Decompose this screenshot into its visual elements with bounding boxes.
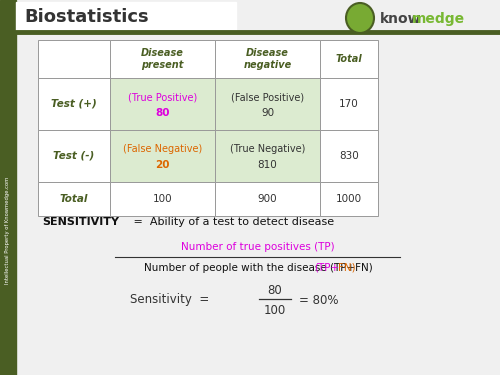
Text: Test (+): Test (+): [51, 99, 97, 109]
Text: =  Ability of a test to detect disease: = Ability of a test to detect disease: [130, 217, 334, 227]
Text: Biostatistics: Biostatistics: [24, 8, 148, 26]
Bar: [110, 78, 215, 130]
Bar: [215, 40, 320, 78]
Bar: [320, 130, 378, 182]
Bar: [110, 130, 215, 182]
Text: Total: Total: [336, 54, 362, 64]
Text: 830: 830: [339, 151, 359, 161]
Text: Disease
negative: Disease negative: [244, 48, 292, 70]
Text: (True Positive): (True Positive): [128, 92, 197, 102]
Text: Number of true positives (TP): Number of true positives (TP): [181, 242, 335, 252]
Text: = 80%: = 80%: [299, 294, 339, 306]
Text: know: know: [380, 12, 422, 26]
Bar: [215, 182, 320, 216]
Text: 900: 900: [258, 194, 278, 204]
Text: (False Positive): (False Positive): [231, 92, 304, 102]
Ellipse shape: [346, 3, 374, 33]
Bar: [320, 78, 378, 130]
Bar: [38, 78, 110, 130]
Bar: [38, 40, 110, 78]
Bar: [38, 130, 110, 182]
Bar: [215, 130, 320, 182]
Text: Total: Total: [60, 194, 88, 204]
Text: (True Negative): (True Negative): [230, 144, 305, 154]
Bar: [110, 40, 215, 78]
Text: Sensitivity  =: Sensitivity =: [130, 294, 213, 306]
Text: 1000: 1000: [336, 194, 362, 204]
Bar: [38, 182, 110, 216]
Text: 100: 100: [264, 303, 286, 316]
Bar: [320, 182, 378, 216]
Text: Test (-): Test (-): [54, 151, 94, 161]
Text: Number of people with the disease (TP+FN): Number of people with the disease (TP+FN…: [144, 263, 372, 273]
Text: medge: medge: [412, 12, 465, 26]
Text: (False Negative): (False Negative): [123, 144, 202, 154]
Text: 80: 80: [268, 285, 282, 297]
Text: 170: 170: [339, 99, 359, 109]
Bar: [320, 40, 378, 78]
Text: 100: 100: [152, 194, 172, 204]
Text: 810: 810: [258, 160, 278, 170]
Text: 90: 90: [261, 108, 274, 118]
Text: SENSITIVITY: SENSITIVITY: [42, 217, 119, 227]
Bar: [215, 78, 320, 130]
Bar: [0, 0, 16, 375]
Text: Intellectual Property of Knowmedge.com: Intellectual Property of Knowmedge.com: [6, 176, 10, 284]
Text: FN): FN): [338, 263, 355, 273]
Text: 80: 80: [155, 108, 170, 118]
Text: (TP+: (TP+: [314, 263, 339, 273]
Text: Disease
present: Disease present: [141, 48, 184, 70]
Text: 20: 20: [155, 160, 170, 170]
Bar: [16, 2, 236, 32]
Bar: [110, 182, 215, 216]
